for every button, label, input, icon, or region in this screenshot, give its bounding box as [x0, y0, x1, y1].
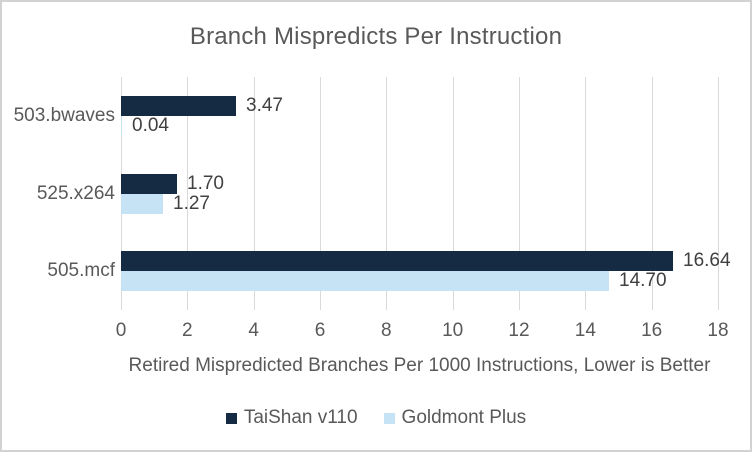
legend-swatch-goldmont-plus-icon: [383, 412, 395, 424]
bar-505.mcf-taishan-v110: [121, 251, 673, 271]
x-tick-label-2: 2: [182, 320, 193, 341]
gridline-x-14: [585, 77, 586, 310]
x-tick-label-16: 16: [641, 320, 663, 341]
value-label-505.mcf-taishan-v110: 16.64: [683, 250, 731, 271]
chart-title: Branch Mispredicts Per Instruction: [189, 23, 563, 50]
x-tick-label-6: 6: [314, 320, 326, 341]
value-label-525.x264-goldmont-plus: 1.27: [173, 193, 210, 214]
bar-525.x264-taishan-v110: [121, 174, 177, 194]
bar-503.bwaves-taishan-v110: [121, 96, 236, 116]
x-tick-label-10: 10: [442, 320, 464, 341]
bar-503.bwaves-goldmont-plus: [121, 116, 122, 136]
value-label-525.x264-taishan-v110: 1.70: [187, 173, 224, 194]
bar-505.mcf-goldmont-plus: [121, 271, 609, 291]
legend-label-goldmont-plus: Goldmont Plus: [401, 407, 527, 428]
gridline-x-10: [453, 77, 454, 310]
x-tick-label-14: 14: [574, 320, 596, 341]
bar-525.x264-goldmont-plus: [121, 194, 163, 214]
legend-swatch-taishan-v110-icon: [225, 412, 237, 424]
legend: TaiShan v110 Goldmont Plus: [2, 407, 750, 429]
gridline-x-12: [519, 77, 520, 310]
gridline-x-8: [386, 77, 387, 310]
value-label-505.mcf-goldmont-plus: 14.70: [619, 270, 667, 291]
x-tick-label-12: 12: [508, 320, 530, 341]
value-label-503.bwaves-goldmont-plus: 0.04: [132, 115, 169, 136]
x-tick-label-0: 0: [115, 320, 127, 341]
legend-label-taishan-v110: TaiShan v110: [243, 407, 358, 428]
x-tick-label-8: 8: [381, 320, 392, 341]
category-label-503.bwaves: 503.bwaves: [13, 104, 115, 126]
x-tick-label-18: 18: [707, 320, 729, 341]
x-axis-title: Retired Mispredicted Branches Per 1000 I…: [128, 355, 711, 376]
gridline-x-2: [187, 77, 188, 310]
legend-item-taishan-v110: TaiShan v110: [225, 407, 358, 429]
gridline-x-6: [320, 77, 321, 310]
gridline-x-16: [652, 77, 653, 310]
plot-area: 3.47 0.04 1.70 1.27 16.64 14.70: [121, 77, 731, 310]
gridline-x-4: [254, 77, 255, 310]
legend-item-goldmont-plus: Goldmont Plus: [383, 407, 527, 429]
category-label-525.x264: 525.x264: [36, 182, 115, 204]
gridline-x-18: [718, 77, 719, 310]
category-label-505.mcf: 505.mcf: [47, 260, 115, 282]
value-label-503.bwaves-taishan-v110: 3.47: [246, 95, 283, 116]
x-tick-label-4: 4: [248, 320, 259, 341]
